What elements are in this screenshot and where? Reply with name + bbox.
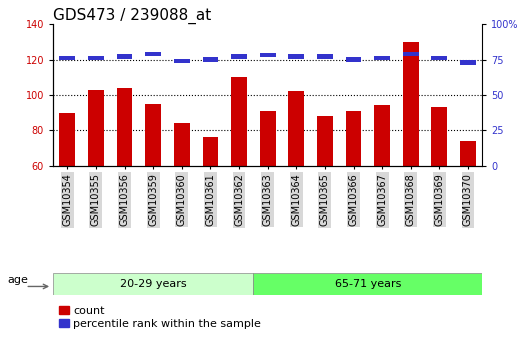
Bar: [59, 112, 75, 166]
Text: 20-29 years: 20-29 years: [120, 279, 187, 289]
Bar: [117, 88, 132, 166]
Bar: [231, 55, 247, 59]
Text: GDS473 / 239088_at: GDS473 / 239088_at: [53, 8, 211, 24]
Bar: [202, 137, 218, 166]
Bar: [431, 56, 447, 60]
Bar: [403, 52, 419, 56]
Bar: [288, 55, 304, 59]
Legend: count, percentile rank within the sample: count, percentile rank within the sample: [58, 306, 261, 329]
Bar: [88, 56, 104, 60]
Bar: [374, 56, 390, 60]
Bar: [59, 56, 75, 60]
Bar: [53, 273, 253, 295]
Bar: [460, 60, 476, 65]
Bar: [260, 111, 276, 166]
Text: 65-71 years: 65-71 years: [334, 279, 401, 289]
Bar: [231, 77, 247, 166]
Bar: [460, 141, 476, 166]
Bar: [346, 57, 361, 62]
Text: age: age: [8, 275, 29, 285]
Bar: [317, 55, 333, 59]
Bar: [346, 111, 361, 166]
Bar: [88, 90, 104, 166]
Bar: [431, 107, 447, 166]
Bar: [174, 59, 190, 63]
Bar: [260, 53, 276, 58]
Bar: [145, 52, 161, 56]
Bar: [174, 123, 190, 166]
Bar: [288, 91, 304, 166]
Bar: [145, 104, 161, 166]
Bar: [374, 106, 390, 166]
Bar: [117, 55, 132, 59]
Bar: [202, 57, 218, 62]
Bar: [317, 116, 333, 166]
Bar: [403, 42, 419, 166]
Bar: [253, 273, 482, 295]
